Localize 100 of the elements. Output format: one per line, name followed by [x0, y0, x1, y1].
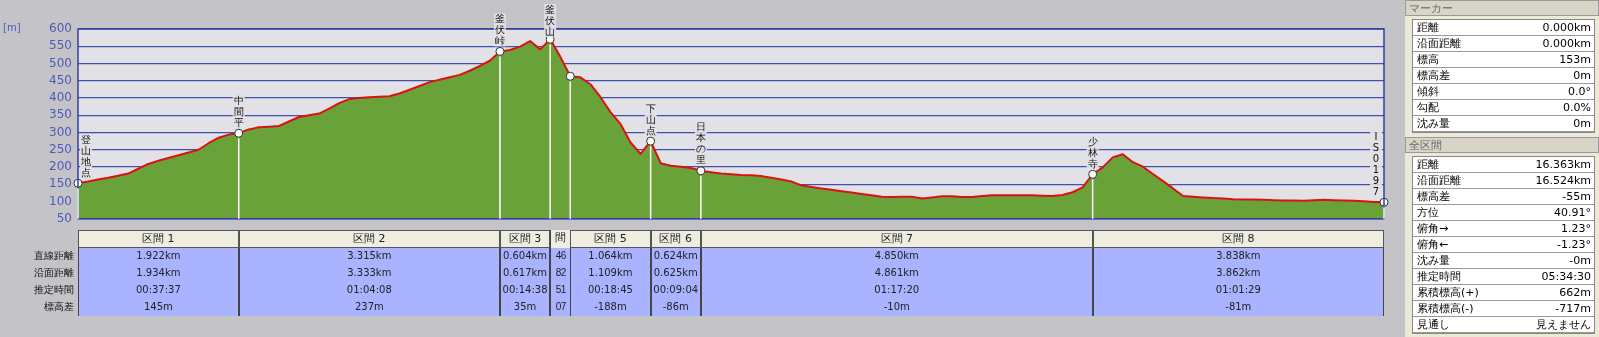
text: 4.861km: [700, 265, 1093, 282]
text: 237m: [238, 299, 500, 316]
point: [495, 46, 505, 56]
text: 見えません: [1536, 317, 1591, 332]
text: 153m: [1559, 52, 1591, 67]
text: 1.109km: [570, 265, 651, 282]
text: 沈み量: [1417, 253, 1450, 268]
text: 標高差: [1417, 68, 1450, 83]
y-tick-label: 50: [56, 210, 72, 225]
text: 俯角→: [1417, 221, 1449, 236]
text: 1.064km: [570, 248, 651, 265]
text: 区間 8: [1092, 230, 1384, 248]
text: 00:37:37: [78, 282, 239, 299]
text: 区間 6: [650, 230, 701, 248]
text: 距離: [1417, 20, 1439, 35]
text: 0.625km: [650, 265, 701, 282]
text: 4.850km: [700, 248, 1093, 265]
text: 標高差: [43, 300, 74, 314]
annotation: 中間平: [233, 94, 244, 128]
text: 3.315km: [238, 248, 500, 265]
text: 1.922km: [78, 248, 239, 265]
text: 全区間: [1405, 137, 1599, 153]
text: -188m: [570, 299, 651, 316]
annotation: 釜伏山: [545, 3, 556, 37]
text: 01:04:08: [238, 282, 500, 299]
text: -1.23°: [1557, 237, 1591, 252]
text: -55m: [1562, 189, 1591, 204]
text: 05:34:30: [1541, 269, 1591, 284]
text: 区間 3: [499, 230, 551, 248]
text: 勾配: [1417, 100, 1439, 115]
text: 0.000km: [1542, 36, 1591, 51]
text: 区間 5: [570, 230, 651, 248]
annotation: IS0197: [1372, 130, 1380, 197]
annotation: 登山地点: [80, 133, 91, 178]
text: 3.333km: [238, 265, 500, 282]
text: 0.000km: [1542, 20, 1591, 35]
y-tick-label: 150: [49, 176, 72, 191]
text: 01:17:20: [700, 282, 1093, 299]
text: 1.934km: [78, 265, 239, 282]
text: 35m: [499, 299, 551, 316]
text: 距離: [1417, 157, 1439, 172]
text: 区間 1: [78, 230, 239, 248]
text: 46: [550, 248, 571, 265]
y-tick-label: 550: [49, 38, 72, 53]
text: 区間 7: [700, 230, 1093, 248]
text: 07: [550, 299, 571, 316]
y-axis-title: [m]: [3, 22, 21, 33]
text: 標高: [1417, 52, 1439, 67]
y-tick-label: 250: [49, 141, 72, 156]
annotation: 下山点: [645, 102, 656, 136]
y-tick-label: 350: [49, 107, 72, 122]
text: 区間 2: [238, 230, 500, 248]
point: [565, 71, 575, 81]
text: 沈み量: [1417, 116, 1450, 131]
text: -717m: [1555, 301, 1591, 316]
text: 16.524km: [1535, 173, 1591, 188]
annotation: 日本の里: [695, 121, 706, 166]
text: 145m: [78, 299, 239, 316]
point: [1088, 169, 1098, 179]
annotation: 釜伏峠: [494, 13, 505, 47]
text: 沿面距離: [1417, 173, 1461, 188]
point: [696, 166, 706, 176]
text: 見通し: [1417, 317, 1450, 332]
text: 0.0°: [1568, 84, 1591, 99]
text: 51: [550, 282, 571, 299]
point: [234, 128, 244, 138]
text: 傾斜: [1417, 84, 1439, 99]
text: 方位: [1417, 205, 1439, 220]
text: 1.23°: [1561, 221, 1591, 236]
text: 俯角←: [1417, 237, 1449, 252]
y-tick-label: 500: [49, 55, 72, 70]
text: 3.862km: [1092, 265, 1384, 282]
text: 推定時間: [33, 283, 74, 297]
text: -10m: [700, 299, 1093, 316]
y-tick-label: 600: [49, 21, 72, 36]
text: 00:09:04: [650, 282, 701, 299]
text: 01:01:29: [1092, 282, 1384, 299]
text: 00:18:45: [570, 282, 651, 299]
annotation: 少林寺: [1086, 135, 1098, 169]
text: -0m: [1569, 253, 1591, 268]
text: マーカー: [1405, 0, 1599, 16]
text: 662m: [1559, 285, 1591, 300]
y-tick-label: 450: [49, 72, 72, 87]
text: 0.624km: [650, 248, 701, 265]
y-tick-label: 100: [49, 193, 72, 208]
y-tick-label: 200: [49, 159, 72, 174]
text: 0m: [1573, 116, 1591, 131]
text: 0m: [1573, 68, 1591, 83]
text: 累積標高(+): [1417, 285, 1479, 300]
text: -86m: [650, 299, 701, 316]
point: [646, 136, 656, 146]
text: 沿面距離: [33, 266, 74, 280]
text: 00:14:38: [499, 282, 551, 299]
y-tick-label: 300: [49, 124, 72, 139]
text: 0.617km: [499, 265, 551, 282]
text: -81m: [1092, 299, 1384, 316]
text: 標高差: [1417, 189, 1450, 204]
text: 沿面距離: [1417, 36, 1461, 51]
text: 直線距離: [33, 249, 74, 263]
text: 16.363km: [1535, 157, 1591, 172]
